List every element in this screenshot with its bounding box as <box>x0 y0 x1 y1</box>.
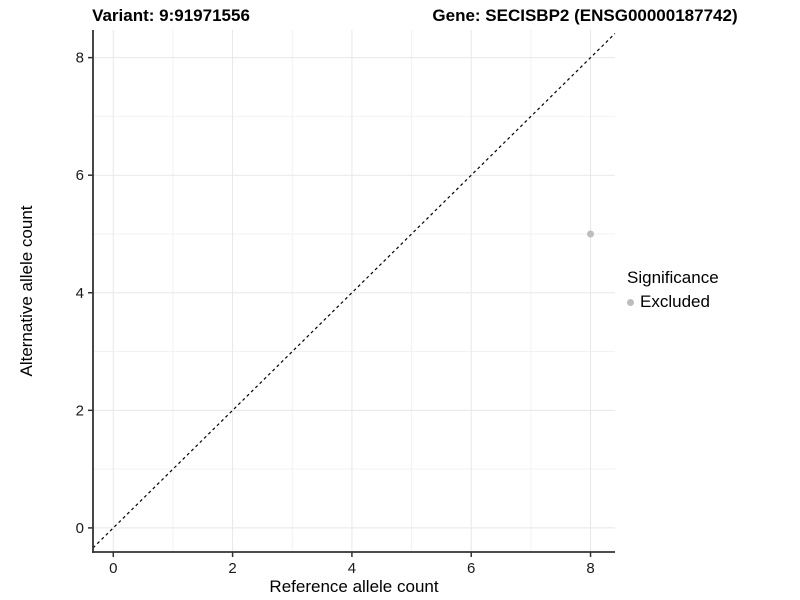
x-tick-label: 8 <box>586 560 594 577</box>
legend-entry-label: Excluded <box>640 292 710 311</box>
plot-title-gene: Gene: SECISBP2 (ENSG00000187742) <box>432 6 738 25</box>
legend-title: Significance <box>627 268 719 287</box>
x-tick-label: 2 <box>228 560 236 577</box>
y-tick-label: 0 <box>76 520 84 537</box>
y-tick-label: 8 <box>76 50 84 67</box>
x-tick-label: 0 <box>109 560 117 577</box>
y-tick-label: 4 <box>76 285 84 302</box>
y-axis-title: Alternative allele count <box>17 205 36 377</box>
x-tick-label: 4 <box>348 560 356 577</box>
y-tick-label: 6 <box>76 167 84 184</box>
plot-title-variant: Variant: 9:91971556 <box>92 6 250 25</box>
data-point <box>587 230 595 238</box>
legend-entry-excluded: Excluded <box>627 292 719 312</box>
legend-point-icon <box>627 298 634 306</box>
identity-line <box>92 33 616 549</box>
x-axis-title: Reference allele count <box>269 577 439 596</box>
legend: Significance Excluded <box>627 268 719 312</box>
y-tick-label: 2 <box>76 402 84 419</box>
x-tick-label: 6 <box>467 560 475 577</box>
